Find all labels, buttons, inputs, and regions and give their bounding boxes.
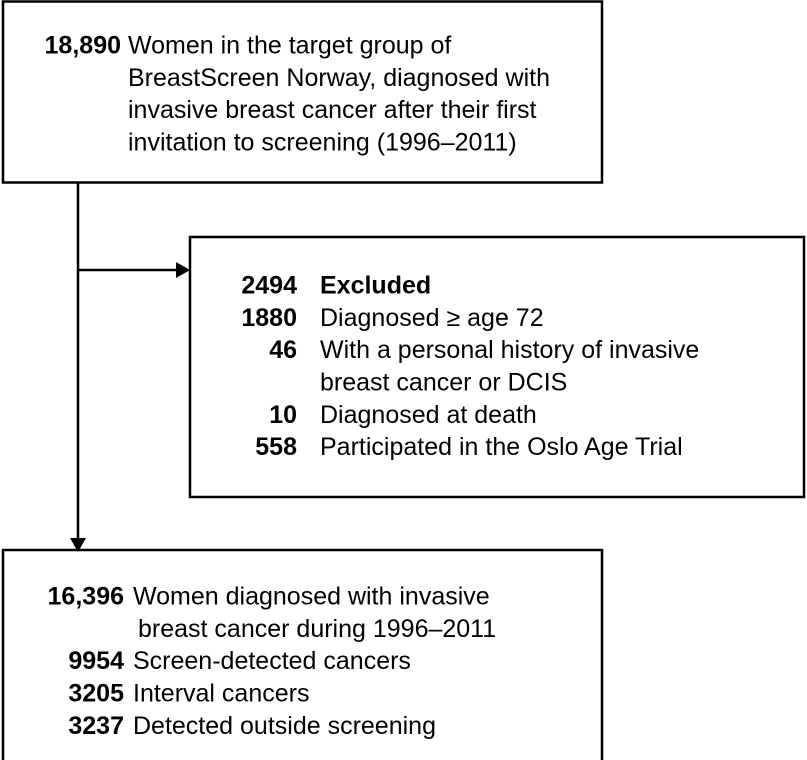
- row-text: Interval cancers: [133, 680, 309, 708]
- row-number: 2494: [241, 272, 297, 300]
- row-number: 3237: [68, 712, 124, 740]
- row-text: Detected outside screening: [133, 712, 436, 740]
- box-cohort: [1, 0, 604, 184]
- row-text: Screen-detected cancers: [133, 647, 411, 675]
- box-excluded: [188, 235, 806, 499]
- box-text: invitation to screening (1996–2011): [128, 129, 517, 157]
- row-number: 10: [269, 401, 297, 429]
- row-text: Participated in the Oslo Age Trial: [320, 433, 683, 461]
- row-text: With a personal history of invasive: [320, 336, 699, 364]
- content: 18,890 Women in the target group of Breast…: [45, 32, 700, 740]
- box-text: invasive breast cancer after their first: [128, 96, 537, 124]
- arrowhead: [70, 538, 86, 552]
- row-number: 3205: [68, 680, 124, 708]
- row-text: Women diagnosed with invasive: [133, 583, 490, 611]
- row-text: Excluded: [320, 272, 431, 300]
- box-text: BreastScreen Norway, diagnosed with: [128, 64, 550, 92]
- row-text: breast cancer or DCIS: [320, 369, 567, 397]
- row-text: Diagnosed ≥ age 72: [320, 304, 544, 332]
- row-number: 9954: [68, 647, 124, 675]
- row-number: 16,396: [48, 583, 124, 611]
- row-text: breast cancer during 1996–2011: [138, 615, 496, 643]
- row-number: 1880: [241, 304, 297, 332]
- row-number: 558: [255, 433, 297, 461]
- row-text: Diagnosed at death: [320, 401, 537, 429]
- box-number: 18,890: [45, 32, 121, 60]
- box-included: [1, 548, 604, 760]
- box-text: Women in the target group of: [128, 32, 451, 60]
- row-number: 46: [269, 336, 297, 364]
- arrowhead: [176, 262, 190, 278]
